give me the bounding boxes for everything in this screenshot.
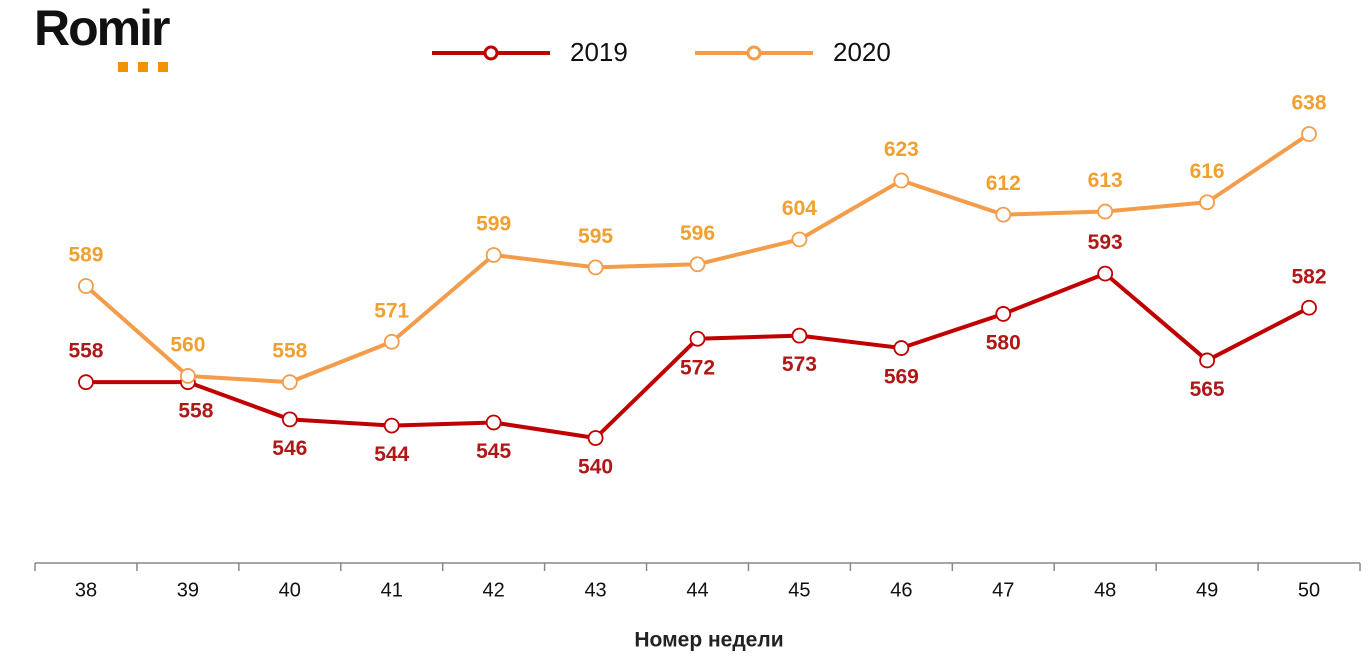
logo-dot (118, 62, 128, 72)
data-label: 623 (884, 138, 919, 161)
point (383, 333, 400, 350)
legend-label: 2019 (570, 37, 628, 67)
point (791, 327, 808, 344)
data-label: 544 (374, 443, 409, 466)
point (78, 278, 94, 294)
x-tick-label: 47 (992, 579, 1014, 601)
point (587, 430, 604, 446)
x-tick-label: 40 (279, 579, 301, 601)
point (179, 368, 196, 384)
point (485, 414, 502, 431)
point (689, 330, 706, 347)
point (1301, 299, 1317, 316)
x-tick-label: 44 (686, 579, 708, 601)
point (1097, 265, 1114, 282)
point (995, 206, 1012, 223)
data-label: 616 (1190, 160, 1225, 183)
x-tick-label: 50 (1298, 579, 1320, 601)
point (893, 340, 910, 356)
data-label: 604 (782, 197, 817, 220)
x-tick-label: 46 (890, 579, 912, 601)
x-tick-label: 49 (1196, 579, 1218, 601)
x-tick-label: 38 (75, 579, 97, 601)
data-label: 558 (272, 340, 307, 363)
point (587, 259, 604, 276)
data-label: 613 (1088, 169, 1123, 192)
legend-marker (483, 45, 499, 61)
point (1301, 126, 1317, 142)
x-tick-label: 48 (1094, 579, 1116, 601)
point (78, 374, 94, 391)
data-label: 582 (1292, 265, 1327, 288)
point (995, 306, 1012, 322)
data-label: 558 (68, 340, 103, 363)
point (281, 411, 298, 428)
x-tick-label: 42 (483, 579, 505, 601)
point (1097, 203, 1114, 220)
point (281, 374, 298, 391)
data-label: 573 (782, 353, 817, 376)
legend-label: 2020 (833, 37, 891, 67)
x-tick-label: 45 (788, 579, 810, 601)
data-label: 589 (68, 244, 103, 267)
legend-marker (746, 45, 762, 61)
data-label: 612 (986, 172, 1021, 195)
logo: Romir (34, 0, 170, 56)
point (1199, 194, 1216, 211)
logo-dot (138, 62, 148, 72)
data-label: 545 (476, 440, 511, 463)
data-label: 580 (986, 331, 1021, 354)
data-label: 593 (1088, 231, 1123, 254)
data-label: 599 (476, 213, 511, 236)
point (791, 231, 808, 248)
point (383, 417, 400, 434)
x-axis-label: Номер недели (634, 629, 783, 652)
point (1199, 352, 1216, 369)
data-label: 546 (272, 437, 307, 460)
data-label: 571 (374, 299, 409, 322)
data-label: 595 (578, 225, 613, 248)
data-label: 572 (680, 356, 715, 379)
data-label: 560 (170, 334, 205, 357)
point (689, 256, 706, 273)
x-tick-label: 39 (177, 579, 199, 601)
data-label: 565 (1190, 378, 1225, 401)
point (485, 247, 502, 263)
data-label: 558 (178, 400, 213, 423)
data-label: 596 (680, 222, 715, 245)
logo-dot (158, 62, 168, 72)
data-label: 638 (1292, 92, 1327, 115)
data-label: 569 (884, 366, 919, 389)
x-tick-label: 41 (381, 579, 403, 601)
x-tick-label: 43 (584, 579, 606, 601)
point (893, 172, 910, 189)
data-label: 540 (578, 456, 613, 479)
